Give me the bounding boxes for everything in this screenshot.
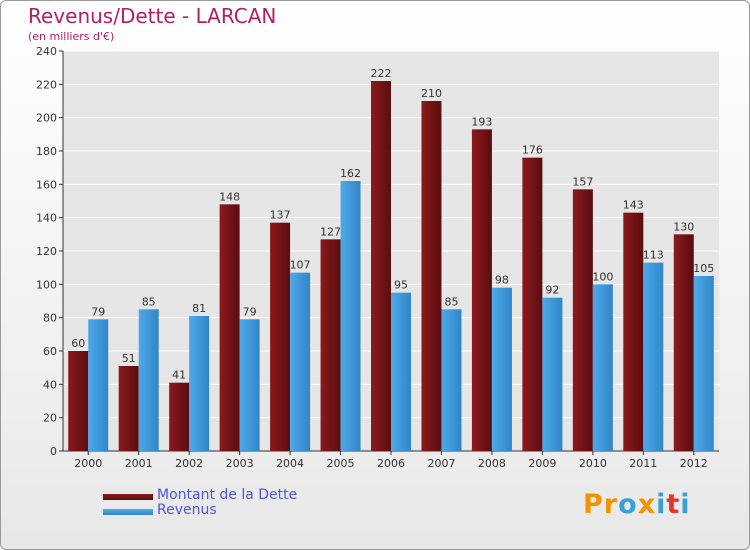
bar-dette [623, 212, 644, 451]
data-label: 60 [71, 337, 85, 350]
data-label: 100 [592, 270, 613, 283]
bar-dette [371, 81, 391, 451]
chart-subtitle: (en milliers d'€) [28, 30, 115, 43]
data-label: 51 [122, 352, 136, 365]
x-tick-label: 2000 [74, 457, 102, 470]
data-label: 137 [270, 209, 291, 222]
y-tick-label: 100 [36, 278, 57, 291]
data-label: 176 [522, 144, 543, 157]
data-label: 95 [394, 279, 408, 292]
data-label: 81 [192, 302, 206, 315]
bar-dette [169, 382, 190, 451]
x-tick-label: 2001 [125, 457, 153, 470]
y-tick-label: 20 [43, 412, 57, 425]
legend-swatch-dette [103, 494, 153, 500]
bar-dette [572, 189, 593, 452]
bar-revenus [693, 276, 714, 451]
proxiti-logo: Proxiti [583, 489, 691, 520]
bar-revenus [88, 319, 109, 451]
data-label: 222 [371, 67, 392, 80]
bar-revenus [340, 181, 361, 451]
data-label: 130 [673, 220, 694, 233]
bar-dette [118, 366, 139, 451]
y-tick-label: 220 [36, 78, 57, 91]
logo-letter: i [656, 489, 667, 520]
bar-dette [219, 204, 240, 451]
data-label: 85 [142, 295, 156, 308]
x-tick-label: 2003 [226, 457, 254, 470]
data-label: 113 [643, 249, 664, 262]
bar-dette [320, 239, 341, 451]
logo-letter: r [603, 489, 619, 520]
y-tick-label: 160 [36, 178, 57, 191]
data-label: 85 [444, 295, 458, 308]
y-tick-label: 40 [43, 378, 57, 391]
data-label: 92 [545, 284, 559, 297]
y-tick-label: 60 [43, 345, 57, 358]
x-tick-label: 2010 [579, 457, 607, 470]
bar-revenus [491, 287, 512, 451]
bar-revenus [391, 292, 411, 451]
data-label: 193 [471, 115, 492, 128]
data-label: 107 [290, 259, 311, 272]
x-tick-label: 2004 [276, 457, 304, 470]
logo-letter: o [618, 489, 638, 520]
x-tick-label: 2009 [528, 457, 556, 470]
bar-revenus [189, 316, 210, 451]
bar-dette [270, 222, 291, 451]
y-tick-label: 240 [36, 45, 57, 58]
data-label: 105 [693, 262, 714, 275]
bar-revenus [239, 319, 260, 451]
x-tick-label: 2002 [175, 457, 203, 470]
logo-letter: t [666, 489, 681, 520]
x-tick-label: 2012 [680, 457, 708, 470]
data-label: 127 [320, 225, 341, 238]
x-tick-label: 2008 [478, 457, 506, 470]
data-label: 157 [572, 175, 593, 188]
data-label: 79 [243, 305, 257, 318]
y-tick-label: 120 [36, 245, 57, 258]
bar-revenus [441, 309, 462, 451]
data-label: 148 [219, 190, 240, 203]
bar-dette [421, 101, 442, 451]
legend-label-dette: Montant de la Dette [157, 487, 298, 503]
data-label: 162 [340, 167, 361, 180]
chart-title: Revenus/Dette - LARCAN [28, 4, 277, 28]
bar-revenus [643, 262, 664, 451]
data-label: 98 [495, 274, 509, 287]
data-label: 210 [421, 87, 442, 100]
bar-revenus [138, 309, 159, 451]
y-tick-label: 200 [36, 112, 57, 125]
y-tick-label: 0 [50, 445, 57, 458]
logo-letter: P [583, 489, 604, 520]
legend-swatch-revenus [103, 509, 153, 515]
y-tick-label: 180 [36, 145, 57, 158]
bar-revenus [290, 272, 311, 451]
bar-dette [471, 129, 492, 452]
x-tick-label: 2005 [327, 457, 355, 470]
logo-letter: x [637, 489, 657, 520]
data-label: 143 [623, 199, 644, 212]
bar-dette [68, 351, 89, 451]
data-label: 41 [172, 369, 186, 382]
logo-letter: i [680, 489, 691, 520]
bar-dette [673, 234, 694, 451]
bar-dette [522, 157, 543, 451]
legend-label-revenus: Revenus [157, 502, 217, 518]
y-tick-label: 140 [36, 212, 57, 225]
bar-revenus [592, 284, 613, 451]
x-tick-label: 2011 [629, 457, 657, 470]
bar-revenus [542, 297, 563, 451]
x-tick-label: 2006 [377, 457, 405, 470]
y-tick-label: 80 [43, 312, 57, 325]
data-label: 79 [91, 305, 105, 318]
x-tick-label: 2007 [427, 457, 455, 470]
